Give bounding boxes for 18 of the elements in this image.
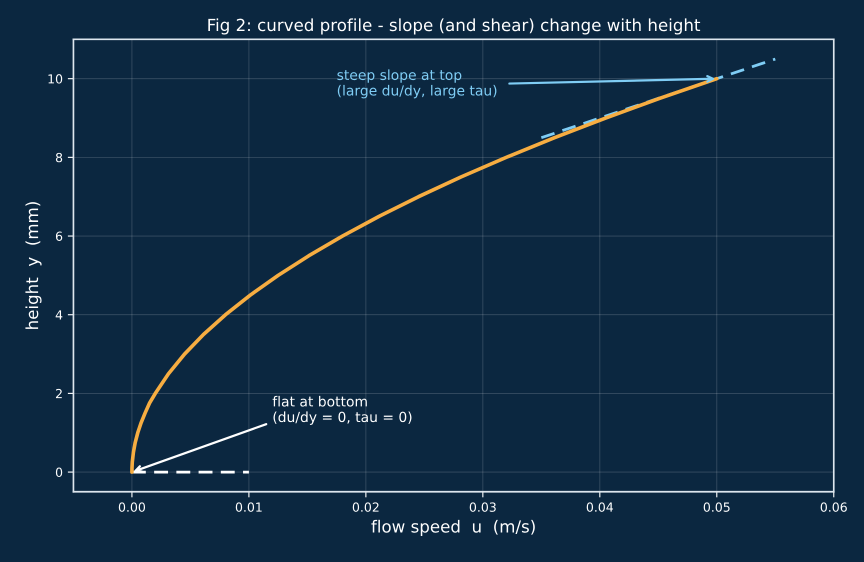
- y-tick-label: 0: [56, 468, 62, 478]
- x-tick-label: 0.05: [704, 502, 730, 512]
- annotation: flat at bottom (du/dy = 0, tau = 0): [272, 396, 412, 425]
- annotation: steep slope at top (large du/dy, large tau): [337, 69, 496, 98]
- x-tick-label: 0.03: [470, 502, 496, 512]
- y-tick-label: 10: [48, 74, 62, 84]
- x-axis-title: flow speed u (m/s): [371, 520, 535, 536]
- y-tick-label: 8: [56, 152, 62, 162]
- chart-title: Fig 2: curved profile - slope (and shear) change with height: [208, 18, 700, 34]
- y-tick-label: 2: [56, 388, 62, 398]
- y-tick-label: 6: [56, 232, 62, 241]
- x-tick-label: 0.01: [236, 502, 262, 512]
- x-tick-label: 0.00: [118, 502, 146, 512]
- x-tick-label: 0.02: [352, 502, 379, 512]
- x-tick-label: 0.04: [586, 502, 614, 512]
- x-tick-label: 0.06: [820, 502, 847, 512]
- y-tick-label: 4: [56, 310, 62, 320]
- y-axis-title: height y (mm): [25, 202, 42, 329]
